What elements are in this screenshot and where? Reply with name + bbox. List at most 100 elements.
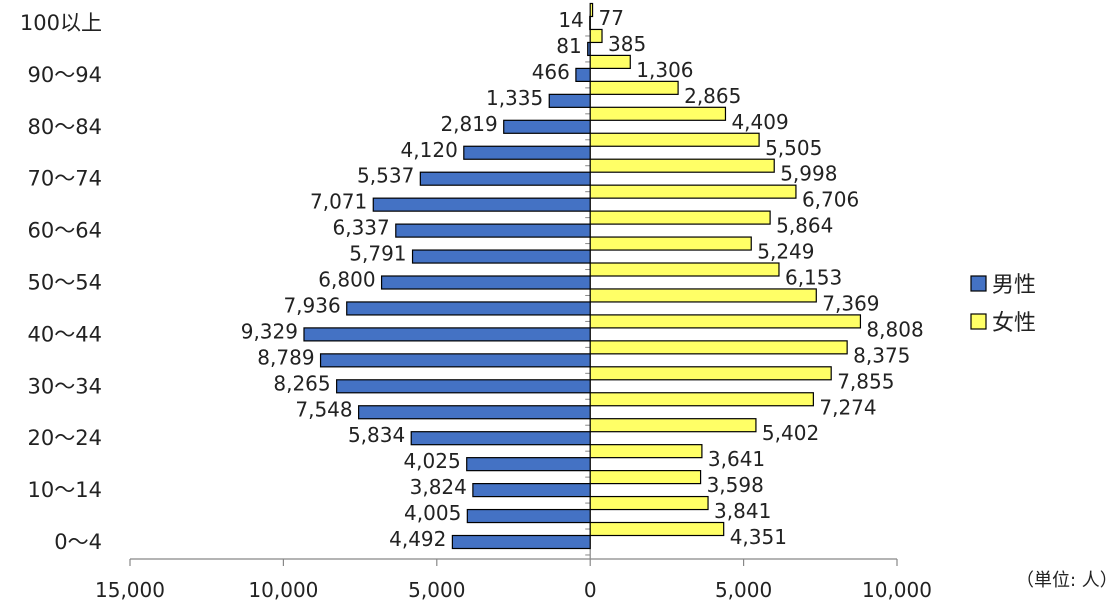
bar-female — [589, 210, 771, 225]
data-label-male: 2,819 — [440, 112, 497, 136]
data-label-male: 14 — [558, 8, 583, 32]
legend: 男性 女性 — [970, 273, 1036, 336]
data-label-female: 4,351 — [730, 525, 787, 549]
bar-male — [358, 405, 591, 420]
bar-male — [466, 508, 591, 524]
y-tick-label: 90〜94 — [28, 63, 102, 87]
unit-note: （単位: 人） — [1016, 570, 1117, 591]
data-label-male: 7,548 — [295, 397, 352, 421]
data-label-female: 8,375 — [853, 343, 910, 367]
data-label-male: 5,537 — [357, 164, 414, 188]
data-label-female: 5,505 — [765, 136, 822, 160]
bar-female — [589, 366, 832, 381]
data-label-female: 7,369 — [822, 291, 879, 315]
bar-female — [589, 158, 775, 173]
bar-male — [587, 41, 591, 57]
bar-male — [575, 67, 591, 83]
data-label-female: 6,706 — [802, 188, 859, 212]
data-label-male: 4,120 — [401, 138, 458, 162]
data-label-male: 9,329 — [241, 319, 298, 343]
data-label-female: 5,402 — [762, 421, 819, 445]
y-tick-label: 100以上 — [20, 11, 102, 35]
data-label-female: 385 — [608, 32, 646, 56]
data-label-female: 5,998 — [780, 162, 837, 186]
data-label-female: 77 — [599, 6, 624, 30]
data-label-male: 5,791 — [349, 242, 406, 266]
x-tick-label: 0 — [584, 578, 597, 602]
bar-male — [410, 431, 591, 446]
bar-male — [303, 327, 591, 342]
bar-male — [466, 457, 591, 472]
legend-swatch-female — [970, 313, 987, 330]
bar-male — [336, 379, 591, 394]
bar-male — [472, 483, 591, 498]
y-tick-label: 20〜24 — [28, 426, 102, 450]
y-tick-label: 80〜84 — [28, 115, 102, 139]
x-tick-label: 10,000 — [248, 578, 318, 602]
data-label-male: 3,824 — [410, 475, 467, 499]
x-tick-label: 15,000 — [95, 578, 165, 602]
data-label-male: 7,936 — [283, 293, 340, 317]
bar-male — [395, 223, 591, 238]
legend-swatch-male — [970, 275, 987, 292]
data-label-male: 1,335 — [486, 86, 543, 110]
x-tick-label: 5,000 — [715, 578, 772, 602]
bar-female — [589, 54, 631, 70]
bar-male — [380, 275, 591, 290]
bar-male — [419, 171, 591, 186]
data-label-female: 4,409 — [731, 110, 788, 134]
bar-female — [589, 470, 702, 485]
bar-female — [589, 444, 703, 459]
y-tick-label: 30〜34 — [28, 374, 102, 398]
data-label-female: 2,865 — [684, 84, 741, 108]
y-tick-label: 0〜4 — [54, 530, 102, 554]
bar-male — [548, 93, 591, 108]
y-tick-label: 50〜54 — [28, 271, 102, 295]
data-label-male: 6,800 — [318, 268, 375, 292]
data-label-male: 4,005 — [404, 501, 461, 525]
bar-female — [589, 184, 797, 199]
bar-female — [589, 288, 817, 303]
data-label-male: 4,025 — [403, 449, 460, 473]
data-label-female: 3,841 — [714, 499, 771, 523]
bar-male — [411, 249, 591, 264]
bar-female — [589, 262, 780, 277]
bars-layer — [303, 2, 862, 550]
bar-female — [589, 106, 727, 121]
bar-male — [451, 534, 591, 550]
bar-female — [589, 521, 725, 537]
data-label-male: 6,337 — [333, 216, 390, 240]
bar-female — [589, 314, 862, 329]
data-label-female: 7,855 — [837, 369, 894, 393]
data-label-female: 7,274 — [819, 395, 876, 419]
bar-female — [589, 28, 603, 44]
x-tick-label: 5,000 — [408, 578, 465, 602]
bar-female — [589, 80, 679, 95]
x-tick-label: 10,000 — [862, 578, 932, 602]
data-label-male: 4,492 — [389, 527, 446, 551]
bar-female — [589, 340, 848, 355]
bar-female — [589, 495, 709, 511]
data-label-male: 466 — [532, 60, 570, 84]
data-label-female: 3,598 — [707, 473, 764, 497]
labels-layer: 4,4924,0053,8244,0255,8347,5488,2658,789… — [241, 6, 924, 551]
bar-female — [589, 132, 760, 147]
data-label-female: 8,808 — [866, 317, 923, 341]
data-label-female: 5,249 — [757, 240, 814, 264]
data-label-female: 1,306 — [636, 58, 693, 82]
bar-male — [589, 15, 591, 31]
bar-female — [589, 236, 752, 251]
bar-female — [589, 392, 814, 407]
y-tick-label: 10〜14 — [28, 478, 102, 502]
bar-male — [463, 145, 591, 160]
legend-label-male: 男性 — [992, 273, 1036, 298]
legend-label-female: 女性 — [992, 311, 1036, 336]
bar-male — [372, 197, 591, 212]
data-label-female: 6,153 — [785, 266, 842, 290]
bar-male — [346, 301, 591, 316]
data-label-male: 8,265 — [273, 371, 330, 395]
y-tick-label: 70〜74 — [28, 167, 102, 191]
y-tick-label: 60〜64 — [28, 219, 102, 243]
bar-female — [589, 418, 757, 433]
